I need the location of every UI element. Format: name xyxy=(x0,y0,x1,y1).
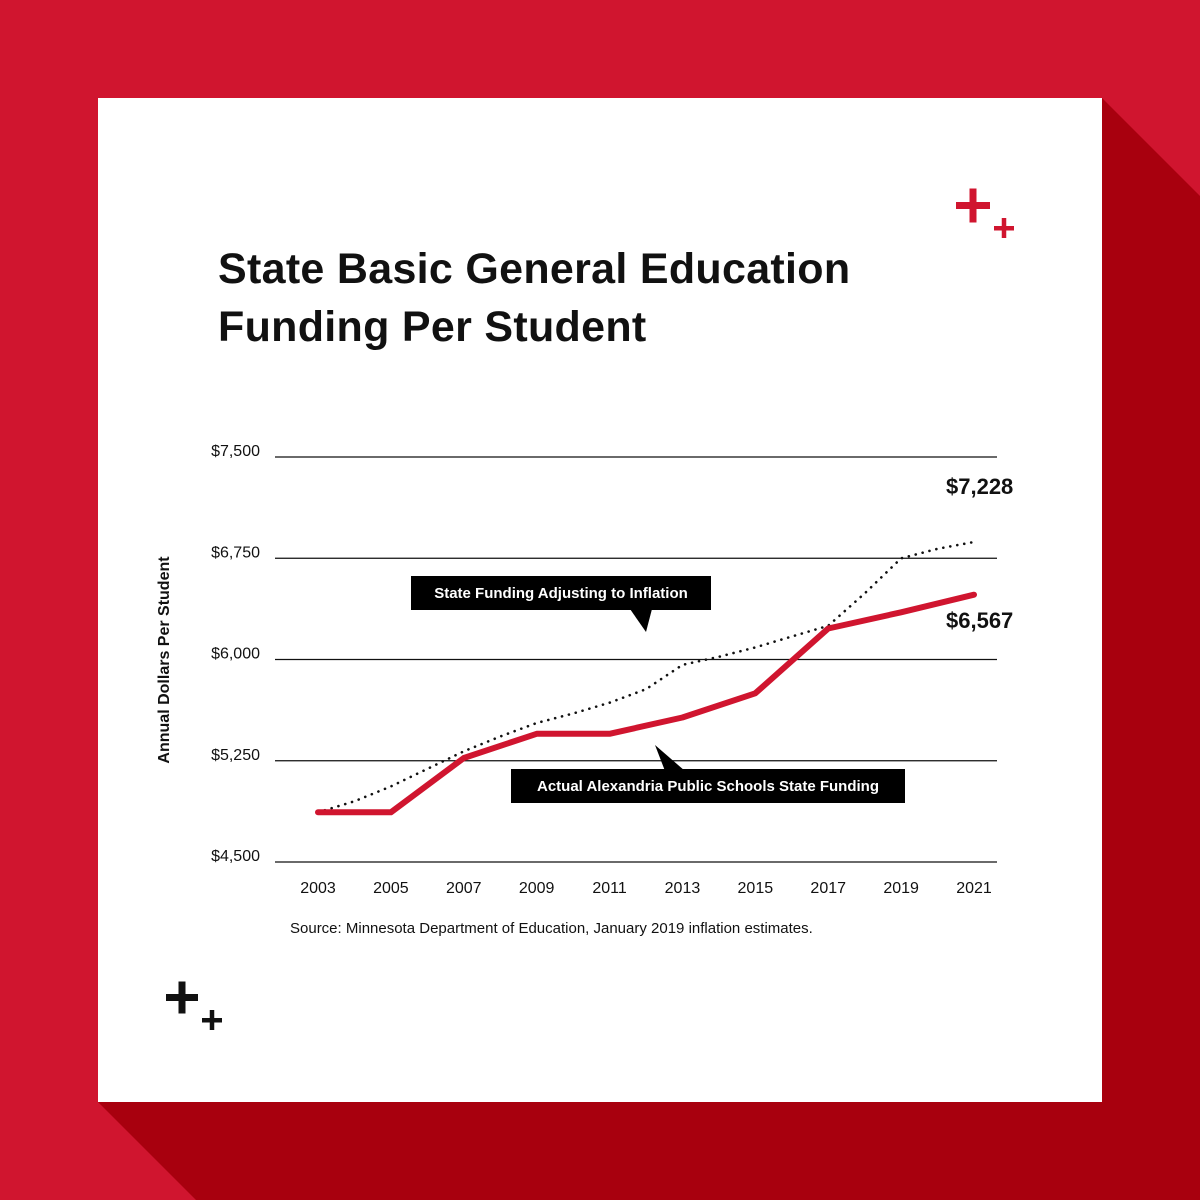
callout-actual-pointer xyxy=(655,745,685,771)
end-label-inflation: $7,228 xyxy=(946,474,1013,499)
x-tick-label: 2003 xyxy=(300,880,336,897)
x-tick-label: 2019 xyxy=(883,880,919,897)
chart-title-line-2: Funding Per Student xyxy=(218,303,647,351)
y-tick-label: $5,250 xyxy=(211,747,260,764)
callout-inflation-box xyxy=(411,576,711,610)
x-tick-label: 2005 xyxy=(373,880,409,897)
x-tick-label: 2013 xyxy=(665,880,701,897)
y-gridlines xyxy=(275,456,997,863)
y-tick-label: $6,000 xyxy=(211,646,260,663)
x-tick-label: 2017 xyxy=(810,880,846,897)
chart-title: State Basic General Education Funding Pe… xyxy=(218,240,978,356)
callout-inflation-label: State Funding Adjusting to Inflation xyxy=(434,585,688,602)
plus-plus-icon-red xyxy=(956,188,1014,238)
y-tick-label: $6,750 xyxy=(211,544,260,561)
callout-actual-label: Actual Alexandria Public Schools State F… xyxy=(537,778,879,795)
x-tick-label: 2011 xyxy=(592,880,627,897)
series-line-actual xyxy=(315,591,977,816)
y-tick-label: $7,500 xyxy=(211,443,260,460)
callout-actual: Actual Alexandria Public Schools State F… xyxy=(511,745,905,803)
x-tick-label: 2007 xyxy=(446,880,482,897)
x-tick-labels: 2003 2005 2007 2009 2011 2013 2015 2017 2019 2021 xyxy=(300,880,992,897)
x-tick-label: 2021 xyxy=(956,880,992,897)
y-axis-title: Annual Dollars Per Student xyxy=(156,556,173,764)
end-label-actual: $6,567 xyxy=(946,608,1013,633)
chart-title-line-1: State Basic General Education xyxy=(218,245,851,293)
callout-actual-box xyxy=(511,769,905,803)
y-tick-label: $4,500 xyxy=(211,848,260,865)
y-tick-labels: $4,500 $5,250 $6,000 $6,750 $7,500 xyxy=(211,443,260,865)
source-note: Source: Minnesota Department of Educatio… xyxy=(290,920,813,937)
plus-plus-icon-black xyxy=(166,981,222,1030)
callout-inflation: State Funding Adjusting to Inflation xyxy=(411,576,711,632)
callout-inflation-pointer xyxy=(630,609,652,632)
x-tick-label: 2009 xyxy=(519,880,555,897)
x-tick-label: 2015 xyxy=(738,880,774,897)
